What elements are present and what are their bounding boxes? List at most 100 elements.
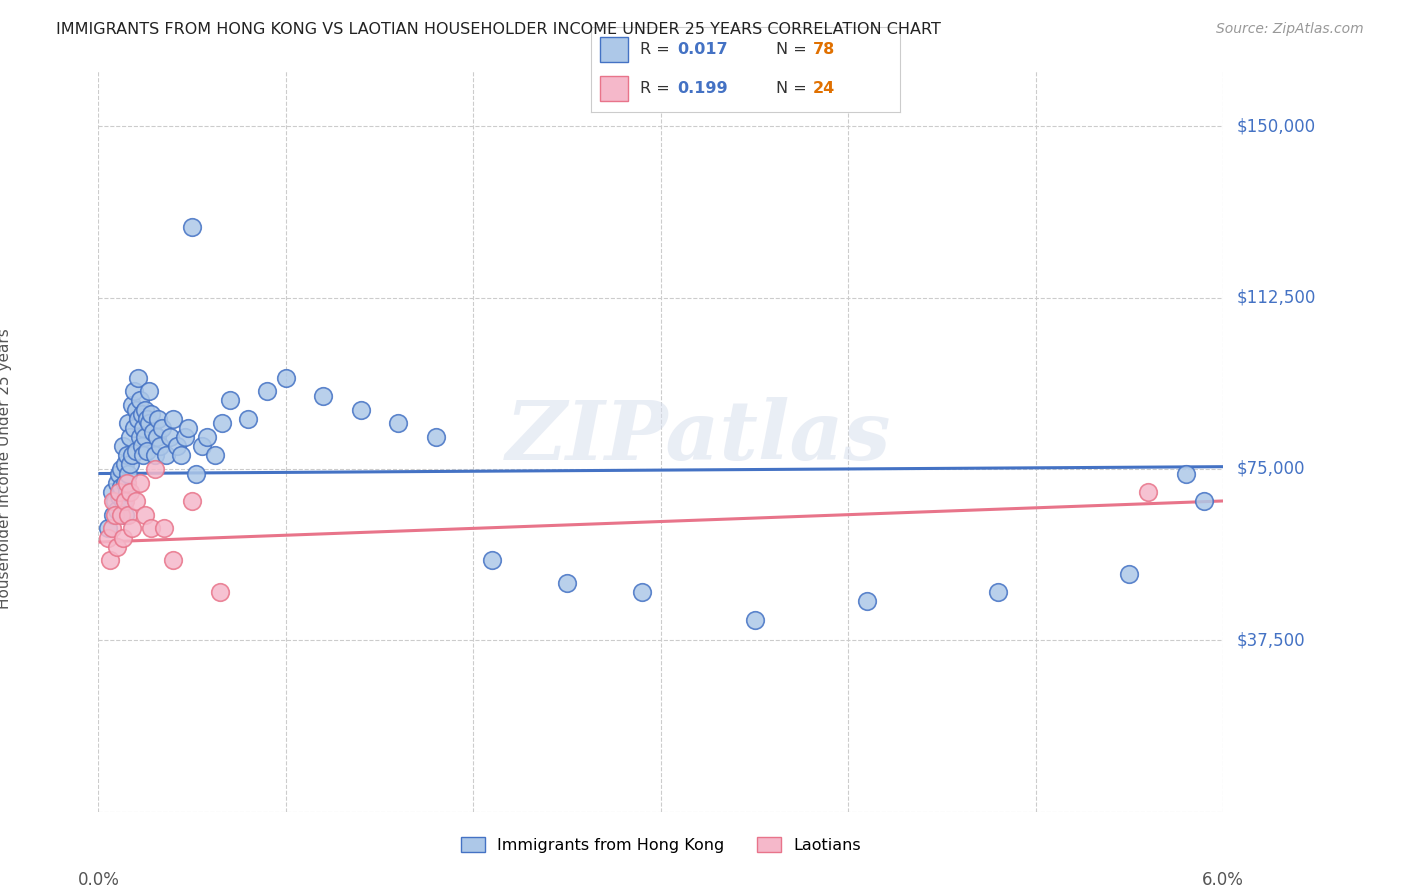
Point xyxy=(125,443,148,458)
Point xyxy=(139,407,162,421)
Point xyxy=(120,458,142,472)
Point xyxy=(555,576,578,591)
Point xyxy=(181,219,204,234)
Point xyxy=(122,384,145,399)
Point xyxy=(218,393,240,408)
Point xyxy=(142,425,165,440)
Point xyxy=(211,417,233,431)
Point xyxy=(108,484,131,499)
Point xyxy=(145,430,167,444)
Point xyxy=(1118,567,1140,582)
Point xyxy=(110,462,132,476)
Point xyxy=(104,508,127,522)
Point xyxy=(150,421,173,435)
Point xyxy=(134,430,156,444)
Point xyxy=(128,475,150,490)
Point xyxy=(481,553,503,567)
Point xyxy=(114,475,136,490)
Text: 24: 24 xyxy=(813,81,835,96)
Point xyxy=(184,467,207,481)
Point xyxy=(114,508,136,522)
Bar xyxy=(600,76,627,102)
Point xyxy=(127,411,149,425)
Point xyxy=(209,585,232,599)
Point xyxy=(121,521,143,535)
Point xyxy=(153,521,176,535)
Point xyxy=(131,439,153,453)
Point xyxy=(132,448,155,462)
Point xyxy=(128,393,150,408)
Point xyxy=(103,494,125,508)
Text: $37,500: $37,500 xyxy=(1236,632,1305,649)
Point xyxy=(159,430,181,444)
Point xyxy=(111,494,134,508)
Point xyxy=(110,508,132,522)
Text: 0.0%: 0.0% xyxy=(77,871,120,889)
Text: R =: R = xyxy=(640,42,675,57)
Point xyxy=(1137,484,1160,499)
Bar xyxy=(600,37,627,62)
Text: 0.199: 0.199 xyxy=(678,81,728,96)
Point xyxy=(138,417,160,431)
Point xyxy=(256,384,278,399)
Text: 78: 78 xyxy=(813,42,835,57)
Point xyxy=(105,475,128,490)
Point xyxy=(744,613,766,627)
Point xyxy=(143,448,166,462)
Point xyxy=(856,594,879,608)
Point xyxy=(114,494,136,508)
Point xyxy=(312,389,335,403)
Point xyxy=(350,402,373,417)
Point xyxy=(155,448,177,462)
Point xyxy=(111,531,134,545)
Point xyxy=(104,494,127,508)
Point xyxy=(125,402,148,417)
Point xyxy=(134,508,156,522)
Point xyxy=(136,443,159,458)
Point xyxy=(143,462,166,476)
Point xyxy=(173,430,195,444)
Point xyxy=(120,430,142,444)
Point xyxy=(181,494,204,508)
Point xyxy=(117,508,139,522)
Point xyxy=(148,411,170,425)
Point xyxy=(136,411,159,425)
Point xyxy=(115,448,138,462)
Point xyxy=(387,417,409,431)
Point xyxy=(105,540,128,554)
Point xyxy=(108,489,131,503)
Text: IMMIGRANTS FROM HONG KONG VS LAOTIAN HOUSEHOLDER INCOME UNDER 25 YEARS CORRELATI: IMMIGRANTS FROM HONG KONG VS LAOTIAN HOU… xyxy=(56,22,941,37)
Text: 0.017: 0.017 xyxy=(678,42,728,57)
Point xyxy=(139,521,162,535)
Point xyxy=(987,585,1010,599)
Point xyxy=(238,411,260,425)
Point xyxy=(204,448,226,462)
Point xyxy=(108,467,131,481)
Point xyxy=(97,531,120,545)
Point xyxy=(138,384,160,399)
Point xyxy=(274,370,297,384)
Text: R =: R = xyxy=(640,81,675,96)
Point xyxy=(195,430,218,444)
Point xyxy=(134,402,156,417)
Text: 6.0%: 6.0% xyxy=(1202,871,1244,889)
Point xyxy=(1174,467,1197,481)
Point xyxy=(166,439,188,453)
Point xyxy=(177,421,200,435)
Text: $75,000: $75,000 xyxy=(1236,460,1305,478)
Point xyxy=(117,467,139,481)
Point xyxy=(115,484,138,499)
Point xyxy=(162,411,184,425)
Point xyxy=(111,439,134,453)
Point xyxy=(162,553,184,567)
Point xyxy=(425,430,447,444)
Point xyxy=(114,458,136,472)
Point xyxy=(100,484,122,499)
Text: $112,500: $112,500 xyxy=(1236,289,1316,307)
Text: $150,000: $150,000 xyxy=(1236,117,1316,136)
Text: N =: N = xyxy=(776,81,813,96)
Text: Householder Income Under 25 years: Householder Income Under 25 years xyxy=(0,328,13,609)
Point xyxy=(117,417,139,431)
Point xyxy=(170,448,193,462)
Point xyxy=(121,398,143,412)
